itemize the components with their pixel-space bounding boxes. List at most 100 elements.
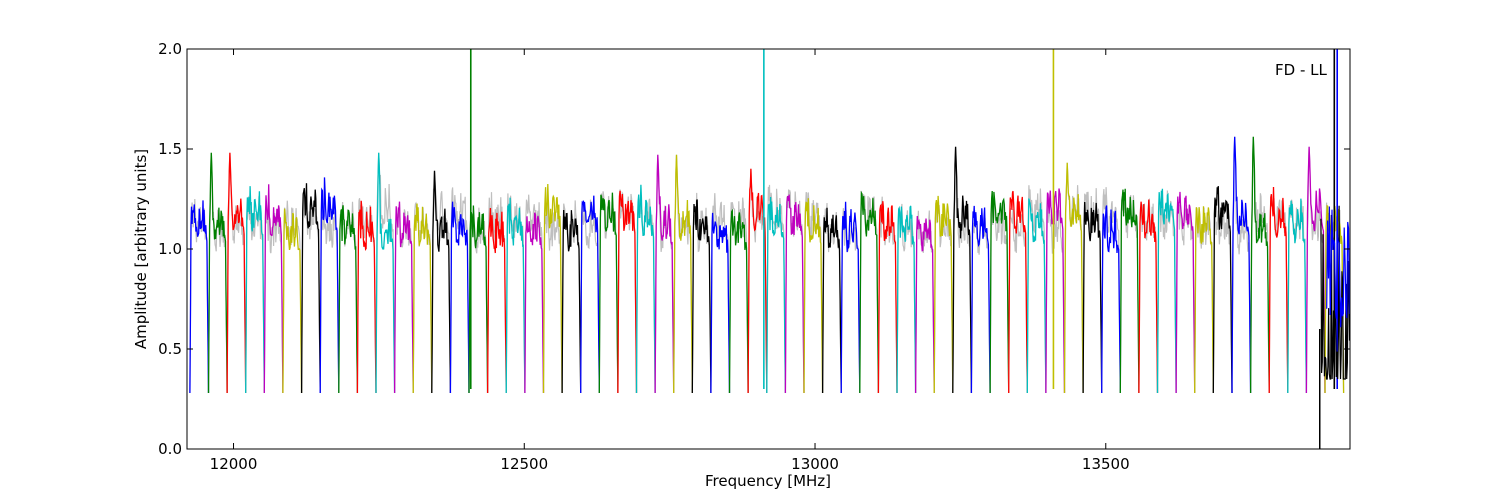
channel-trace [914,215,935,394]
background-channel-trace [319,208,340,394]
channel-trace [282,208,303,394]
background-channel-trace [710,193,731,394]
background-channel-trace [580,199,600,394]
channel-trace [877,201,898,394]
channel-trace [766,196,787,394]
channel-trace [486,207,507,394]
background-channel-trace [1045,204,1066,394]
y-axis-label: Amplitude [arbitrary units] [132,149,150,349]
background-channel-trace [1156,190,1177,394]
channel-trace [300,183,321,394]
background-channel-trace [915,210,935,394]
channel-trace [710,212,731,394]
background-channel-trace [1287,199,1307,394]
channel-trace [524,212,545,394]
background-channel-trace [524,194,545,394]
channel-trace [840,201,861,394]
x-tick-label: 12500 [500,455,548,473]
background-channel-trace [1063,162,1084,394]
channel-trace [1268,186,1289,394]
channel-trace [1119,188,1140,394]
background-channel-trace [1008,207,1028,394]
background-channel-trace [1175,203,1196,394]
channel-trace [1138,199,1159,394]
channel-trace [468,205,489,394]
channel-trace [542,183,563,394]
channel-trace [803,198,824,394]
y-tick-label: 1.0 [158,240,182,258]
channel-trace [1305,146,1326,394]
background-channel-trace [952,146,972,394]
channel-trace [263,184,284,394]
series-layer [189,49,1350,449]
x-tick-label: 13000 [791,455,839,473]
channel-trace [505,197,526,394]
background-channel-trace [766,184,786,394]
background-channel-trace [207,152,228,394]
channel-trace [226,152,247,394]
channel-trace [859,190,880,394]
background-channel-trace [1250,136,1270,394]
channel-trace [1231,136,1252,394]
channel-trace [989,190,1010,394]
background-channel-trace [673,154,693,394]
channel-trace [338,205,359,394]
x-tick-label: 12000 [210,455,258,473]
channel-trace [821,207,842,394]
channel-trace [393,201,414,394]
channel-trace [1101,205,1121,394]
channel-trace [580,195,600,394]
channel-trace [245,186,265,394]
background-channel-trace [1212,206,1233,394]
channel-trace [617,190,638,394]
x-axis-label: Frequency [MHz] [705,472,831,490]
channel-trace [412,203,433,394]
channel-trace [319,177,340,394]
channel-trace [654,154,675,394]
channel-trace [635,184,656,394]
background-channel-trace [375,152,396,394]
y-tick-label: 1.5 [158,140,182,158]
y-tick-label: 0.5 [158,340,182,358]
background-channel-trace [542,195,563,394]
channel-trace [356,200,377,394]
background-channel-trace [226,152,247,394]
channel-trace [598,192,619,394]
channel-trace [431,170,452,394]
channel-trace [449,201,470,394]
channel-trace [970,205,991,394]
channel-trace [728,208,749,394]
channel-trace [896,205,917,394]
channel-trace [1045,188,1066,394]
channel-trace [952,146,973,394]
channel-trace [691,199,712,394]
channel-trace [375,152,396,394]
channel-trace [189,200,210,394]
y-tick-label: 2.0 [158,40,182,58]
y-tick-label: 0.0 [158,440,182,458]
background-channel-trace [728,197,749,394]
background-channel-trace [263,204,284,394]
background-channel-trace [431,170,451,394]
channel-trace [1194,206,1214,394]
x-tick-label: 13500 [1082,455,1130,473]
channel-trace [207,152,228,394]
ticks-layer: 12000 12500 13000 13500 0.0 0.5 1.0 1.5 2.0 [158,40,1350,473]
channel-trace [784,194,805,394]
background-channel-trace [654,154,675,394]
channel-trace [1026,198,1047,394]
channel-trace [1063,162,1084,394]
plot-annotation: FD - LL [1275,61,1327,79]
noisy-trace-blue [1326,206,1350,328]
channel-trace [1156,188,1177,394]
background-channel-trace [1231,136,1252,394]
channel-trace [1175,191,1196,394]
channel-trace [561,209,582,394]
background-channel-trace [635,195,656,394]
channel-trace [1008,190,1028,394]
channel-trace [1287,198,1308,394]
channel-trace [673,154,693,394]
channel-trace [1249,136,1270,394]
channel-trace [933,195,954,394]
